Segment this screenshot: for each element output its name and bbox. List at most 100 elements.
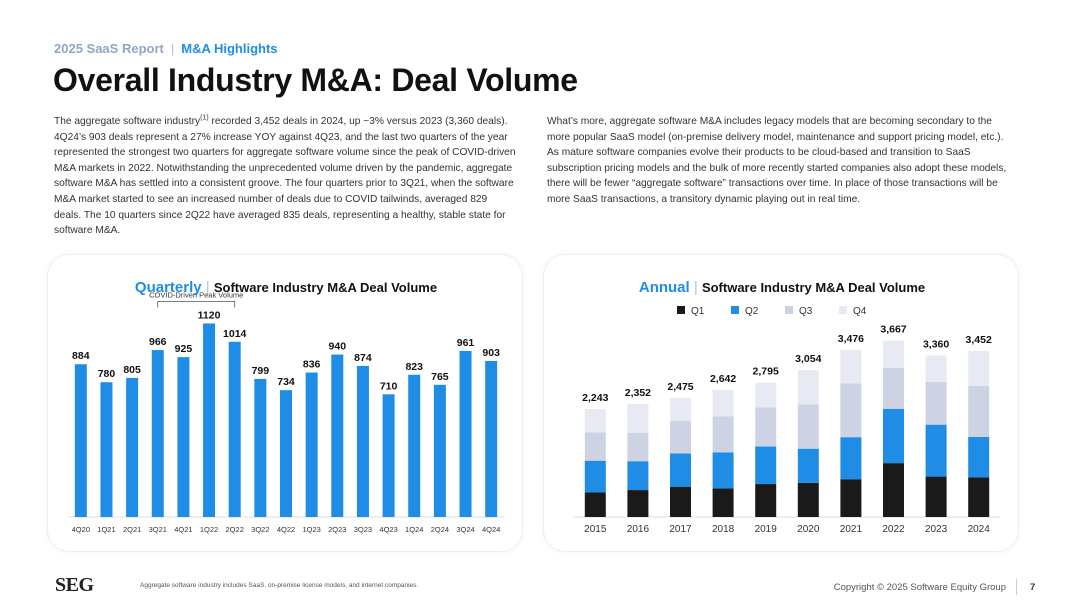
quarterly-value-label: 903 [482,347,500,359]
annual-bar-2021-Q3 [840,383,862,438]
annual-tick-label: 2020 [797,524,820,535]
annual-bar-2016-Q4 [627,403,649,433]
quarterly-bar-3Q24 [459,350,472,517]
quarterly-value-label: 710 [380,380,398,392]
legend-swatch-Q2 [731,306,739,314]
annual-bar-2019-Q4 [755,382,777,408]
quarterly-chart-title: Quarterly | Software Industry M&A Deal V… [135,279,437,296]
annual-tick-label: 2024 [968,524,991,535]
annual-bar-2018-Q3 [712,416,734,453]
quarterly-tick-label: 4Q20 [72,525,90,534]
annual-bar-2018-Q1 [712,488,734,517]
annual-chart-title: Annual | Software Industry M&A Deal Volu… [639,279,925,296]
quarterly-tick-label: 1Q22 [200,525,218,534]
quarterly-value-label: 765 [431,371,449,383]
quarterly-bar-4Q21 [177,357,190,517]
annual-bar-2021-Q1 [840,479,862,517]
annual-bar-2024-Q4 [968,350,990,386]
annual-total-label: 2,475 [667,381,693,393]
annual-bar-2016-Q3 [627,432,649,462]
annual-tick-label: 2021 [840,524,863,535]
annual-bar-2023-Q1 [925,476,947,517]
left-paragraph-start: The aggregate software industry [54,116,201,127]
legend-swatch-Q3 [785,306,793,314]
quarterly-tick-label: 2Q21 [123,525,141,534]
annual-bar-2018-Q4 [712,389,734,417]
quarterly-title-text: Software Industry M&A Deal Volume [214,280,437,295]
annual-bar-2024-Q2 [968,436,990,478]
annual-bar-2021-Q4 [840,349,862,384]
quarterly-tick-label: 4Q24 [482,525,500,534]
quarterly-value-label: 940 [329,341,347,353]
legend-label: Q4 [853,306,867,317]
breadcrumb-separator: | [170,41,175,56]
annual-bar-2020-Q1 [797,482,819,517]
annual-bar-2018-Q2 [712,452,734,489]
annual-bar-2022-Q4 [883,340,904,368]
annual-total-label: 3,452 [966,334,992,346]
quarterly-value-label: 805 [123,364,141,376]
covid-peak-bracket [157,301,236,308]
left-paragraph: The aggregate software industry(1) recor… [54,114,516,239]
annual-total-label: 2,352 [625,387,651,399]
quarterly-tick-label: 2Q23 [328,525,346,534]
quarterly-value-label: 884 [72,350,90,362]
quarterly-value-label: 874 [354,352,372,364]
quarterly-tick-label: 1Q23 [302,525,320,534]
quarterly-bar-3Q21 [151,350,164,517]
annual-bar-2022-Q1 [883,463,904,517]
annual-bar-2015-Q1 [584,492,606,517]
quarterly-bar-3Q23 [356,365,369,517]
covid-peak-annotation: COVID-Driven Peak Volume [149,290,243,299]
annual-bar-2022-Q2 [883,408,904,464]
annual-tick-label: 2019 [755,524,778,535]
legend-swatch-Q1 [677,306,685,314]
footnote-marker: (1) [200,114,209,122]
annual-bar-2017-Q2 [670,453,691,487]
annual-chart-panel: Annual | Software Industry M&A Deal Volu… [543,254,1019,552]
annual-bar-2015-Q3 [584,432,606,461]
quarterly-value-label: 961 [457,337,475,349]
breadcrumb-section: M&A Highlights [181,41,278,56]
annual-bar-2017-Q3 [670,421,691,454]
quarterly-bar-4Q22 [280,390,292,517]
quarterly-bar-3Q22 [254,378,267,517]
quarterly-bar-1Q23 [305,372,318,517]
annual-tick-label: 2022 [882,524,905,535]
annual-total-label: 2,795 [753,366,779,378]
quarterly-chart-panel: Quarterly | Software Industry M&A Deal V… [47,254,523,552]
quarterly-tick-label: 2Q24 [431,525,449,534]
quarterly-tick-label: 3Q23 [354,525,372,534]
annual-bar-2024-Q3 [968,385,990,437]
quarterly-value-label: 1014 [223,328,247,340]
annual-bar-2023-Q4 [925,355,947,382]
quarterly-bar-2Q21 [126,377,139,517]
breadcrumb: 2025 SaaS Report | M&A Highlights [54,41,278,56]
quarterly-bar-1Q21 [100,382,113,517]
quarterly-value-label: 734 [277,376,295,388]
annual-tick-label: 2023 [925,524,948,535]
page-number: 7 [1030,582,1036,593]
quarterly-tick-label: 1Q21 [97,525,115,534]
annual-bar-2023-Q2 [925,424,947,477]
left-paragraph-rest: recorded 3,452 deals in 2024, up ~3% ver… [54,116,516,237]
quarterly-bar-2Q24 [433,384,446,517]
annual-bar-2024-Q1 [968,477,990,517]
quarterly-value-label: 780 [98,368,116,380]
annual-bar-2022-Q3 [883,367,904,409]
quarterly-tick-label: 1Q24 [405,525,423,534]
quarterly-tick-label: 2Q22 [226,525,244,534]
quarterly-value-label: 925 [175,343,193,355]
annual-tick-label: 2017 [669,524,692,535]
footer-divider [1016,579,1017,595]
annual-bar-2020-Q4 [797,370,819,405]
annual-title-prefix: Annual [639,279,690,296]
quarterly-tick-label: 4Q22 [277,525,295,534]
footnote: Aggregate software industry includes Saa… [140,582,419,589]
quarterly-bar-4Q20 [74,364,87,517]
quarterly-tick-label: 3Q21 [149,525,167,534]
right-paragraph: What’s more, aggregate software M&A incl… [547,116,1007,205]
annual-bar-2015-Q2 [584,460,606,493]
annual-bar-2017-Q1 [670,486,691,517]
legend-swatch-Q4 [839,306,847,314]
